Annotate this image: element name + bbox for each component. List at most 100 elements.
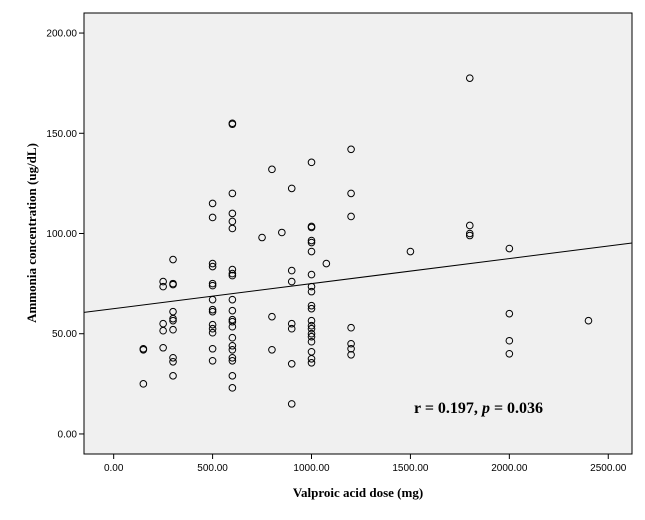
data-point — [159, 343, 167, 352]
data-point — [159, 282, 167, 291]
y-tick-label: 0.00 — [58, 429, 78, 440]
data-point — [307, 304, 316, 313]
data-point — [307, 270, 316, 279]
data-point — [169, 325, 177, 334]
data-point — [287, 400, 296, 408]
y-tick-label: 150.00 — [46, 129, 77, 140]
data-point — [505, 336, 514, 345]
data-point — [307, 287, 316, 296]
data-point — [228, 209, 237, 218]
data-point — [347, 350, 355, 359]
data-point — [228, 295, 237, 304]
annotation-p-text: = 0.036 — [490, 400, 543, 417]
data-point — [228, 306, 237, 315]
data-point — [278, 228, 286, 237]
data-point — [228, 356, 237, 365]
data-point — [228, 271, 237, 280]
data-point — [287, 324, 296, 333]
data-point — [228, 265, 237, 274]
data-point — [347, 344, 355, 353]
y-tick-label: 50.00 — [52, 329, 77, 340]
data-points — [139, 74, 593, 408]
data-point — [465, 74, 474, 82]
data-point — [228, 372, 237, 380]
data-point — [208, 199, 217, 208]
x-tick-label: 0.00 — [104, 463, 124, 474]
data-point — [268, 312, 276, 321]
data-point — [307, 329, 316, 338]
data-point — [208, 213, 217, 222]
x-axis: 0.00 500.00 1000.00 1500.00 2000.00 2500.00 — [104, 454, 627, 474]
data-point — [287, 266, 296, 275]
data-point — [208, 320, 217, 329]
x-tick-label: 2000.00 — [491, 463, 528, 474]
data-point — [228, 317, 237, 326]
data-point — [347, 339, 355, 348]
data-point — [208, 324, 217, 333]
data-point — [208, 344, 217, 353]
data-point — [228, 345, 237, 354]
data-point — [307, 324, 316, 333]
data-point — [307, 337, 316, 346]
data-point — [347, 212, 355, 221]
data-point — [139, 380, 148, 388]
data-point — [169, 353, 177, 362]
data-point — [159, 326, 167, 335]
data-point — [307, 332, 316, 341]
data-point — [505, 309, 514, 318]
data-point — [228, 333, 237, 342]
data-point — [307, 301, 316, 310]
annotation-statistics: r = 0.197, p = 0.036 — [414, 400, 543, 417]
data-point — [169, 372, 177, 380]
y-tick-label: 200.00 — [46, 29, 77, 40]
data-point — [406, 247, 415, 256]
data-point — [347, 189, 355, 198]
data-point — [208, 281, 217, 290]
y-tick-label: 100.00 — [46, 229, 77, 240]
data-point — [268, 165, 276, 174]
data-point — [228, 353, 237, 362]
y-axis: 0.00 50.00 100.00 150.00 200.00 — [46, 29, 84, 440]
data-point — [287, 319, 296, 328]
data-point — [159, 277, 167, 286]
data-point — [505, 244, 514, 253]
data-point — [169, 255, 177, 264]
data-point — [169, 314, 177, 323]
data-point — [228, 384, 237, 392]
data-point — [139, 345, 148, 354]
x-tick-label: 1500.00 — [392, 463, 429, 474]
data-point — [307, 354, 316, 363]
data-point — [208, 307, 217, 316]
data-point — [169, 357, 177, 366]
data-point — [307, 236, 316, 245]
data-point — [228, 269, 237, 278]
data-point — [228, 341, 237, 350]
data-point — [347, 323, 355, 332]
data-point — [307, 238, 316, 247]
data-point — [465, 229, 474, 238]
regression-line — [83, 242, 633, 313]
data-point — [584, 316, 593, 325]
data-point — [307, 358, 316, 367]
data-point — [465, 221, 474, 230]
data-point — [307, 158, 316, 167]
data-point — [322, 259, 331, 268]
x-axis-title: Valproic acid dose (mg) — [293, 485, 423, 500]
data-point — [228, 120, 237, 129]
data-point — [268, 345, 276, 354]
data-point — [208, 259, 217, 268]
plot-area — [83, 12, 633, 455]
data-point — [307, 247, 316, 256]
x-tick-label: 1000.00 — [293, 463, 330, 474]
annotation-p-symbol: p — [480, 400, 490, 417]
data-point — [208, 279, 217, 288]
data-point — [505, 349, 514, 358]
data-point — [258, 233, 266, 242]
data-point — [347, 145, 355, 154]
data-point — [287, 359, 296, 368]
data-point — [465, 231, 474, 240]
data-point — [307, 223, 316, 232]
data-point — [208, 356, 217, 365]
data-point — [307, 321, 316, 330]
